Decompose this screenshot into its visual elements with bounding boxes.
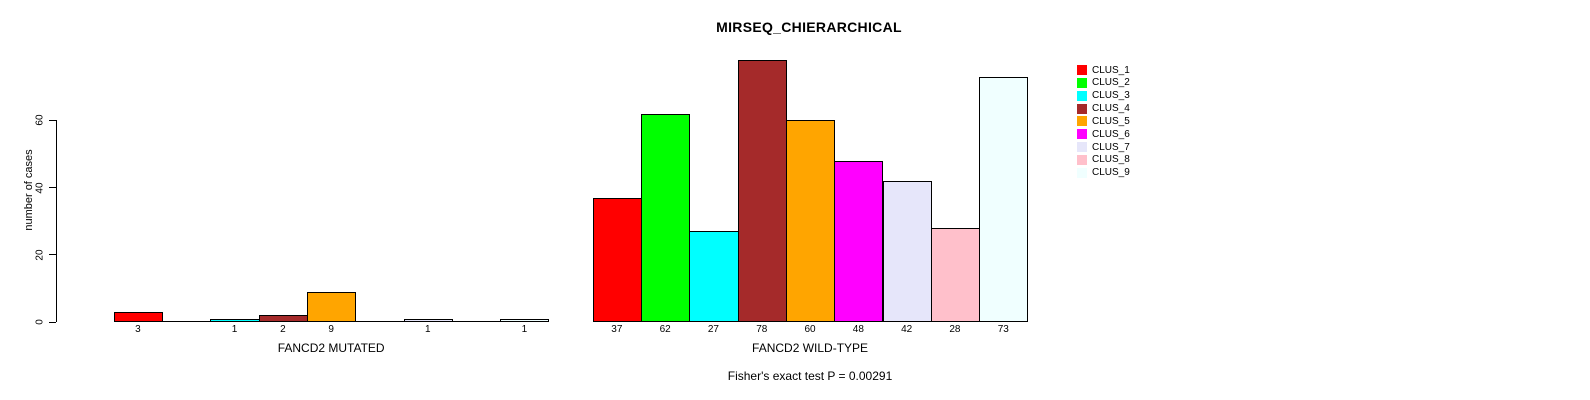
bar-clus_1-group2 [592,198,642,322]
legend-swatch [1077,103,1087,114]
bar-clus_5-group2 [785,120,836,322]
legend-item-clus_4: CLUS_4 [1077,102,1130,115]
bar-clus_4-group2 [737,60,787,322]
y-axis-tick [49,187,56,189]
bar-value-label: 1 [424,324,431,335]
legend-item-clus_2: CLUS_2 [1077,76,1130,89]
bar-value-label: 3 [135,324,141,335]
group-label: FANCD2 MUTATED [277,341,385,355]
legend-item-clus_9: CLUS_9 [1077,166,1130,179]
bar-value-label: 42 [901,324,913,335]
legend-item-label: CLUS_8 [1092,154,1130,166]
y-axis-tick-label: 40 [34,182,46,194]
y-axis-line [56,120,57,322]
bar-value-label: 9 [328,324,334,335]
bar-value-label: 60 [804,324,816,335]
bar-value-label: 27 [707,324,719,335]
legend-swatch [1077,90,1087,101]
group-baseline [592,321,1029,322]
bar-clus_6-group2 [834,161,884,322]
legend-item-clus_5: CLUS_5 [1077,115,1130,128]
group-label: FANCD2 WILD-TYPE [752,341,869,355]
bar-clus_5-group1 [307,292,357,322]
bar-clus_9-group2 [979,77,1029,322]
bar-clus_7-group2 [882,181,932,322]
legend-item-label: CLUS_2 [1092,77,1130,89]
legend-swatch [1077,77,1087,88]
legend-item-clus_7: CLUS_7 [1077,141,1130,154]
y-axis-tick-label: 60 [34,114,46,126]
y-axis-tick-label: 20 [34,249,46,261]
bar-value-label: 73 [997,324,1009,335]
bar-value-label: 1 [521,324,528,335]
bar-value-label: 62 [659,324,671,335]
legend-item-clus_1: CLUS_1 [1077,64,1130,77]
y-axis-tick [49,321,56,323]
group-baseline [113,321,550,322]
bar-clus_3-group2 [689,231,739,322]
y-axis-label: number of cases [23,149,35,231]
legend-item-label: CLUS_6 [1092,128,1130,140]
legend-swatch [1077,65,1087,75]
y-axis-tick [49,119,56,121]
legend-swatch [1077,167,1087,178]
legend-item-label: CLUS_5 [1092,115,1130,127]
bar-value-label: 28 [949,324,961,335]
legend-item-label: CLUS_7 [1092,141,1130,153]
legend-item-label: CLUS_3 [1092,90,1130,102]
legend-swatch [1077,154,1087,165]
bar-value-label: 37 [611,324,623,335]
legend-item-label: CLUS_9 [1092,167,1130,179]
bar-value-label: 1 [231,324,238,335]
legend-item-clus_8: CLUS_8 [1077,153,1130,166]
legend-item-clus_6: CLUS_6 [1077,128,1130,141]
legend-swatch [1077,116,1087,127]
legend-item-label: CLUS_4 [1092,103,1130,115]
bar-clus_2-group2 [641,114,691,322]
y-axis-tick [49,254,56,256]
y-axis-tick-label: 0 [34,319,46,325]
bar-value-label: 48 [852,324,864,335]
bar-value-label: 78 [756,324,768,335]
chart-title: MIRSEQ_CHIERARCHICAL [716,19,902,35]
bar-value-label: 2 [280,324,286,335]
legend-item-label: CLUS_1 [1092,64,1130,76]
legend-swatch [1077,142,1087,153]
bar-clus_8-group2 [930,228,981,322]
legend-swatch [1077,129,1087,140]
fisher-test-annotation: Fisher's exact test P = 0.00291 [727,369,893,383]
legend-item-clus_3: CLUS_3 [1077,89,1130,102]
